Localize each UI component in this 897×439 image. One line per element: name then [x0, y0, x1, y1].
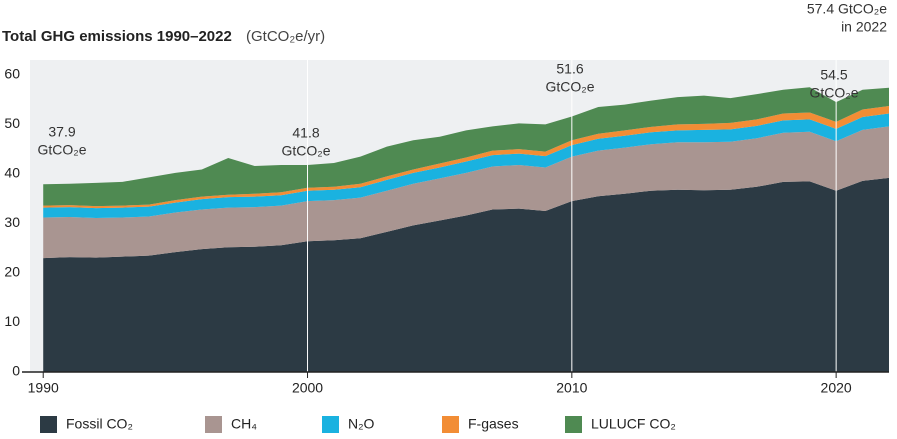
legend-label: CH₄	[231, 416, 257, 432]
legend-swatch	[442, 416, 459, 433]
y-tick-label: 40	[4, 165, 20, 181]
area	[43, 113, 889, 218]
annotation: GtCO₂e	[38, 142, 87, 158]
annotation: 37.9	[48, 124, 75, 140]
area	[43, 126, 889, 259]
legend-swatch	[205, 416, 222, 433]
annotation: 41.8	[292, 125, 319, 141]
y-tick-label: 60	[4, 66, 20, 82]
legend-swatch	[565, 416, 582, 433]
chart-subtitle: (GtCO₂e/yr)	[246, 28, 325, 45]
y-tick-label: 10	[4, 313, 20, 329]
legend-label: N₂O	[348, 416, 375, 432]
annotation: 54.5	[820, 67, 847, 83]
y-tick-label: 50	[4, 115, 20, 131]
legend-label: Fossil CO₂	[66, 416, 133, 432]
y-tick-label: 30	[4, 214, 20, 230]
area	[43, 106, 889, 209]
annotation: GtCO₂e	[282, 143, 331, 159]
y-tick-label: 0	[12, 363, 20, 379]
x-tick-label: 2000	[292, 380, 323, 396]
chart-title: Total GHG emissions 1990–2022	[2, 28, 232, 45]
legend-label: F-gases	[468, 416, 519, 432]
annotation: GtCO₂e	[546, 79, 595, 95]
annotation: 57.4 GtCO₂e	[807, 1, 887, 17]
x-tick-label: 1990	[28, 380, 59, 396]
area	[43, 177, 889, 372]
x-tick-label: 2010	[556, 380, 587, 396]
area	[43, 87, 889, 207]
y-tick-label: 20	[4, 264, 20, 280]
legend-label: LULUCF CO₂	[591, 416, 676, 432]
annotation: GtCO₂e	[810, 85, 859, 101]
legend-swatch	[322, 416, 339, 433]
x-tick-label: 2020	[821, 380, 852, 396]
areas	[43, 87, 889, 372]
legend-swatch	[40, 416, 57, 433]
overlay: 1990 2000 2010 2020 0 10 20 30 40 50 60 37.9 GtCO₂e 4…	[4, 1, 889, 433]
annotation: 51.6	[556, 61, 583, 77]
annotation: in 2022	[841, 19, 887, 35]
